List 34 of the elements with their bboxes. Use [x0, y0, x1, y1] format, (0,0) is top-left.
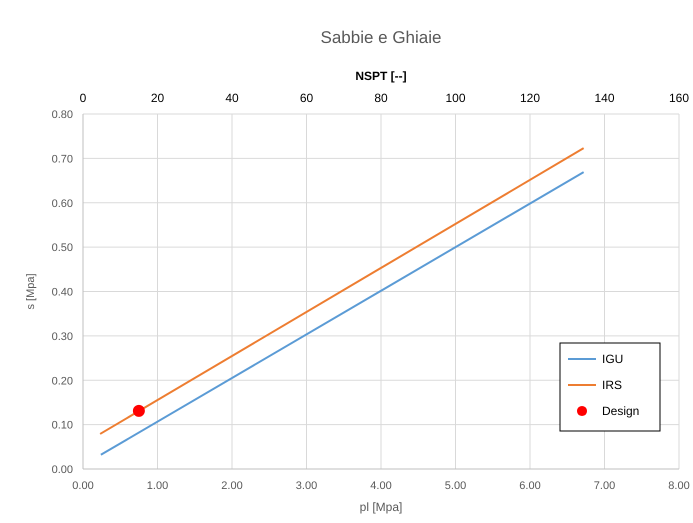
x2-tick-label: 60: [300, 91, 314, 105]
x2-tick-label: 120: [520, 91, 540, 105]
x-tick-label: 4.00: [370, 480, 392, 492]
x-axis-title: pl [Mpa]: [360, 500, 402, 514]
x2-tick-label: 140: [594, 91, 615, 105]
x-tick-label: 1.00: [146, 480, 168, 492]
y-tick-label: 0.20: [52, 375, 73, 388]
legend-label: Design: [602, 404, 640, 418]
x-tick-label: 7.00: [594, 480, 616, 492]
x-tick-label: 3.00: [296, 480, 318, 492]
y-tick-label: 0.70: [52, 153, 73, 166]
x2-tick-label: 100: [445, 91, 466, 105]
y-tick-label: 0.00: [52, 464, 73, 476]
legend-label: IGU: [602, 352, 624, 366]
x2-tick-label: 40: [225, 91, 239, 105]
legend-label: IRS: [602, 378, 622, 392]
y-tick-label: 0.10: [52, 420, 73, 432]
chart-title: Sabbie e Ghiaie: [320, 28, 442, 47]
y-tick-label: 0.30: [52, 330, 73, 343]
y-tick-label: 0.50: [52, 242, 73, 254]
x2-axis-title: NSPT [--]: [355, 69, 407, 83]
x-tick-label: 6.00: [519, 480, 541, 492]
x2-tick-label: 0: [80, 91, 87, 105]
x2-tick-label: 20: [150, 91, 164, 105]
y-tick-label: 0.80: [52, 109, 73, 121]
x2-tick-label: 80: [374, 91, 388, 105]
y-tick-label: 0.40: [52, 286, 73, 298]
y-axis-title: s [Mpa]: [25, 273, 37, 310]
x2-tick-label: 160: [668, 91, 690, 105]
x-tick-label: 8.00: [668, 480, 690, 492]
y-tick-label: 0.60: [52, 198, 73, 210]
x-tick-label: 2.00: [221, 480, 243, 492]
x-tick-label: 5.00: [444, 480, 466, 492]
x-tick-label: 0.00: [72, 480, 94, 492]
